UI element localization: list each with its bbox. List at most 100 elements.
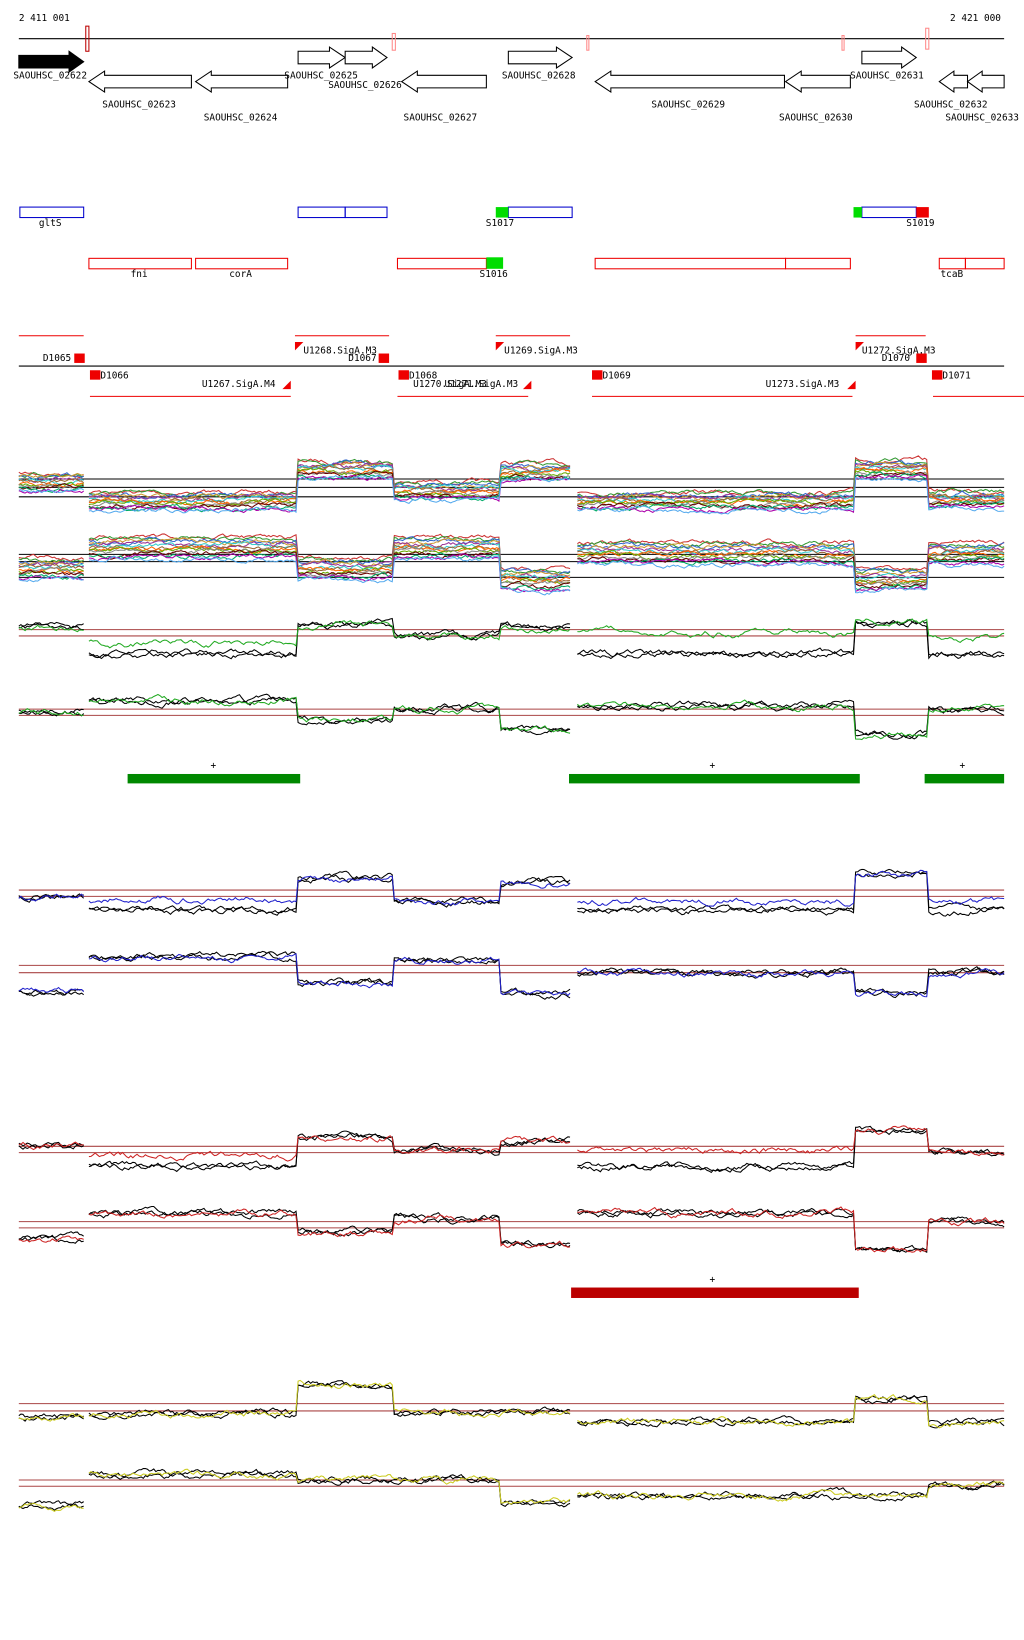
segment-label: D1067 — [348, 353, 376, 364]
trace — [577, 1393, 1005, 1429]
trace — [18, 472, 84, 481]
trace — [88, 693, 571, 736]
trace — [577, 548, 1005, 585]
trace — [18, 472, 84, 478]
segment-label: D1069 — [602, 371, 631, 382]
trace — [88, 546, 571, 585]
trace — [18, 1502, 84, 1512]
trace — [88, 1208, 571, 1249]
trace — [577, 1395, 1005, 1428]
segment-label: D1065 — [43, 353, 71, 364]
trace — [18, 1500, 84, 1508]
trace — [577, 868, 1005, 916]
trace — [18, 989, 85, 996]
segment-label: D1066 — [100, 371, 129, 382]
feature-label: gltS — [39, 218, 62, 229]
segment-label: U1270.SigA.M3 — [413, 379, 487, 390]
trace — [577, 1207, 1005, 1253]
trace — [88, 950, 571, 996]
trace — [577, 546, 1005, 581]
region-bars — [127, 773, 1005, 1298]
trace — [18, 485, 84, 493]
segment-label: U1273.SigA.M3 — [766, 379, 840, 390]
trace — [88, 463, 571, 504]
marker: + — [709, 1274, 715, 1285]
trace — [577, 699, 1005, 740]
trace — [577, 1125, 1005, 1157]
trace — [18, 1412, 85, 1422]
trace — [577, 545, 1005, 579]
gene-label: SAOUHSC_02624 — [204, 112, 278, 123]
trace — [577, 474, 1005, 515]
trace — [88, 617, 571, 660]
gene-label: SAOUHSC_02632 — [914, 100, 988, 111]
segment-label: U1272.SigA.M3 — [862, 346, 936, 357]
trace — [18, 570, 84, 576]
trace — [577, 538, 1005, 571]
trace — [577, 1394, 1005, 1429]
trace — [88, 537, 571, 577]
trace — [18, 553, 84, 562]
trace — [577, 699, 1005, 741]
feature-label: tcaB — [941, 269, 964, 280]
trace — [577, 1481, 1005, 1501]
trace — [88, 872, 571, 915]
trace — [18, 1141, 84, 1151]
trace — [88, 553, 571, 593]
trace — [577, 460, 1005, 500]
feature-label: S1019 — [906, 218, 935, 229]
trace — [88, 1382, 571, 1420]
trace — [577, 463, 1005, 502]
trace — [88, 1379, 571, 1419]
trace — [88, 544, 571, 584]
gene-label: SAOUHSC_02626 — [328, 80, 402, 91]
segment-label: D1071 — [942, 371, 971, 382]
trace — [577, 871, 1005, 917]
trace — [18, 1231, 84, 1241]
feature-label: S1016 — [480, 269, 509, 280]
trace — [577, 552, 1005, 587]
trace — [18, 478, 85, 484]
trace — [18, 557, 84, 563]
trace — [577, 619, 1005, 660]
trace — [577, 1206, 1005, 1253]
trace — [88, 870, 571, 916]
trace — [88, 541, 571, 581]
trace — [88, 549, 571, 589]
trace — [88, 952, 571, 997]
marker: + — [211, 761, 217, 772]
traces — [18, 455, 1005, 1512]
segment-label: U1268.SigA.M3 — [303, 346, 377, 357]
gene-arrows — [18, 46, 1005, 94]
gene-label: SAOUHSC_02630 — [779, 112, 853, 123]
gene-label: SAOUHSC_02629 — [651, 100, 725, 111]
trace — [88, 474, 571, 514]
segment-label: U1271.SigA.M3 — [445, 379, 519, 390]
trace — [577, 869, 1005, 907]
marker: + — [709, 761, 715, 772]
gene-label: SAOUHSC_02622 — [13, 70, 87, 81]
trace — [577, 1125, 1005, 1174]
feature-boxes — [19, 206, 1005, 270]
trace — [18, 575, 84, 583]
trace — [18, 483, 84, 490]
gene-label: SAOUHSC_02625 — [284, 70, 358, 81]
trace — [577, 1127, 1005, 1173]
trace — [18, 488, 84, 494]
trace — [18, 1413, 84, 1422]
trace — [88, 696, 571, 732]
segment-label: D1068 — [409, 371, 438, 382]
trace — [18, 567, 84, 576]
trace — [577, 618, 1005, 644]
trace — [88, 555, 571, 596]
trace — [577, 965, 1005, 999]
trace — [88, 533, 571, 573]
trace — [577, 618, 1005, 660]
trace — [88, 1130, 571, 1171]
segment-label: U1267.SigA.M4 — [202, 379, 276, 390]
segment-label: D1070 — [882, 353, 911, 364]
trace — [88, 950, 571, 1000]
trace — [18, 573, 84, 580]
trace — [88, 1468, 571, 1505]
